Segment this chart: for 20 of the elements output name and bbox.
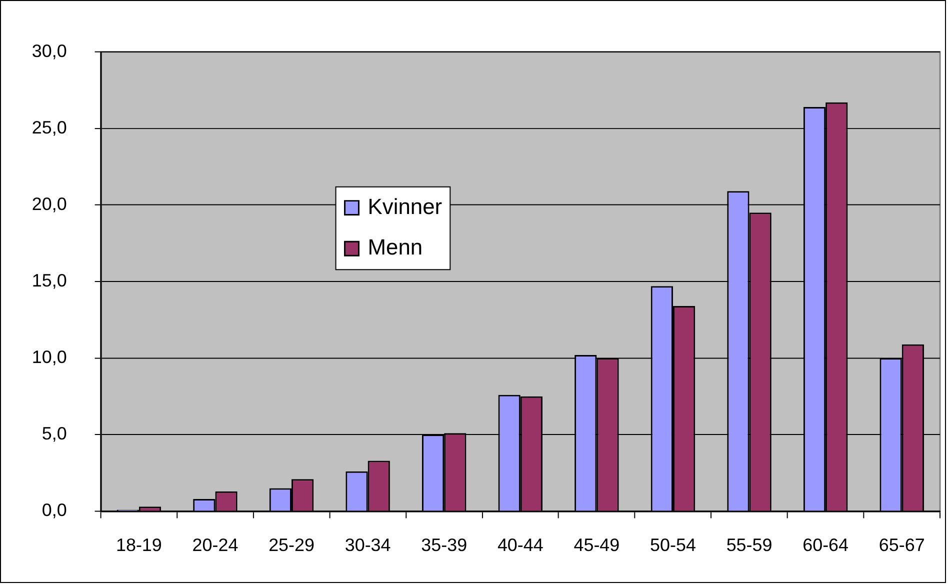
y-tick-label: 0,0 [42, 500, 67, 520]
y-tick-label: 25,0 [32, 117, 67, 138]
x-tick-label: 50-54 [650, 534, 696, 555]
x-tick-label: 20-24 [192, 534, 238, 555]
legend-label: Kvinner [368, 194, 442, 219]
y-tick-label: 20,0 [32, 194, 67, 214]
x-tick-label: 60-64 [802, 534, 849, 555]
x-tick-label: 45-49 [574, 534, 620, 555]
y-tick-label: 15,0 [32, 270, 67, 290]
y-tick-label: 30,0 [32, 40, 67, 61]
x-tick-label: 35-39 [421, 534, 468, 555]
y-tick-label: 10,0 [32, 347, 67, 368]
x-tick-label: 18-19 [116, 534, 162, 555]
x-tick-label: 65-67 [878, 534, 925, 555]
x-tick-label: 25-29 [268, 534, 314, 555]
y-tick-label: 5,0 [42, 424, 67, 444]
x-tick-label: 55-59 [726, 534, 772, 555]
x-tick-label: 40-44 [497, 534, 544, 555]
legend-label: Menn [368, 234, 423, 260]
x-tick-label: 30-34 [344, 534, 391, 555]
